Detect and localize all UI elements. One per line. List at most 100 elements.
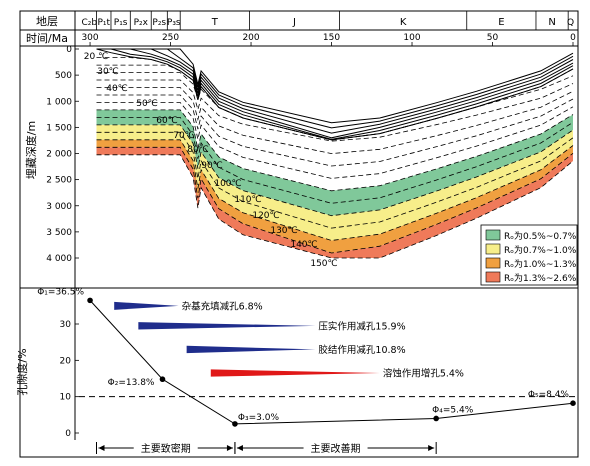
isotherm-label: 30℃: [97, 67, 119, 77]
time-tick-label: 200: [242, 33, 259, 43]
legend-label: Rₒ为0.5%~0.7%: [504, 230, 577, 242]
isotherm-label: 110℃: [234, 195, 261, 205]
period-label: 主要改善期: [311, 442, 361, 455]
legend-label: Rₒ为1.0%~1.3%: [504, 258, 577, 270]
legend-swatch: [485, 257, 501, 269]
depth-axis-title: 埋藏深度/m: [24, 121, 38, 179]
process-wedge: [186, 345, 316, 354]
isotherm-line: [96, 131, 574, 229]
isotherm-line: [96, 117, 574, 204]
isotherm-label: 60℃: [156, 116, 178, 126]
isotherm-label: 20 ℃: [84, 52, 108, 62]
period-label: P₁s: [114, 18, 128, 28]
porosity-point: [570, 400, 576, 407]
depth-tick-label: 3 000: [46, 202, 72, 212]
isotherm-label: 120℃: [252, 211, 279, 221]
porosity-point: [159, 376, 166, 383]
depth-tick-label: 4 000: [46, 254, 72, 264]
depth-tick-label: 2 500: [46, 176, 72, 186]
arrow-head: [98, 445, 105, 451]
period-label: 主要致密期: [141, 442, 191, 455]
stratum-label: 地层: [36, 15, 58, 28]
maturity-zones: [96, 109, 573, 258]
isotherm-line: [96, 154, 574, 259]
porosity-tick-label: 10: [60, 393, 72, 403]
isotherm-labels: 20 ℃ 30℃ 40℃ 50℃ 60℃ 70℃ 80℃ 90℃ 100℃ 110℃ 120℃ 130…: [84, 52, 338, 269]
evolution-periods: 主要致密期 主要改善期: [95, 442, 437, 455]
time-label: 时间/Ma: [26, 32, 68, 45]
time-tick-label: 100: [403, 33, 420, 43]
period-label: P₂x: [134, 18, 149, 28]
arrow-head: [236, 445, 243, 451]
depth-tick-label: 1 500: [46, 123, 72, 133]
depth-tick-label: 2 000: [46, 150, 72, 160]
burial-curve: [96, 48, 574, 124]
legend-label: Rₒ为1.3%~2.6%: [504, 272, 577, 284]
isotherm-line: [96, 87, 574, 155]
isotherm-label: 100℃: [214, 179, 241, 189]
arrow-head: [226, 445, 233, 451]
process-label: 胶结作用减孔10.8%: [318, 344, 405, 356]
stratigraphic-period-row: C₂b P₁t P₁s P₂x P₂s P₃s T J K E N Q: [81, 11, 574, 30]
porosity-point: [87, 297, 93, 304]
porosity-line: [89, 300, 574, 425]
porosity-tick-label: 0: [65, 429, 71, 439]
isotherm-line: [96, 109, 574, 192]
period-label: N: [548, 17, 555, 28]
porosity-curve: Φ₁=36.5% Φ₂=13.8% Φ₃=3.0% Φ₄=5.4% Φ₅=8.4%: [37, 287, 576, 427]
process-wedge: [210, 369, 380, 377]
isotherm-label: 140℃: [290, 240, 317, 250]
porosity-tick-label: 30: [60, 320, 72, 330]
porosity-axis-title: 孔隙度/%: [15, 348, 29, 395]
depth-axis: 0 500 1 000 1 500 2 000 2 500 3 000 3 500 4 000: [46, 45, 79, 288]
burial-curve: [96, 48, 574, 141]
burial-curve: [96, 48, 574, 139]
process-label: 溶蚀作用增孔5.4%: [383, 368, 464, 380]
period-label: Q: [567, 18, 574, 28]
time-tick-label: 50: [487, 33, 499, 43]
period-label: E: [498, 17, 504, 28]
process-wedge: [114, 301, 179, 310]
legend-label: Rₒ为0.7%~1.0%: [504, 244, 577, 256]
porosity-point: [433, 415, 439, 422]
period-label: T: [211, 17, 219, 28]
isotherm-label: 70℃: [173, 131, 195, 141]
isotherm-line: [96, 94, 574, 167]
isotherm-line: [96, 79, 574, 142]
figure-frame: [19, 10, 579, 458]
porosity-axis: 0 10 20 30: [60, 288, 578, 440]
porosity-evolution-chart: 0 10 20 30 孔隙度/% 杂基充填减孔6.8% 压实作用减孔15.9% 胶结作用减…: [15, 287, 578, 455]
porosity-point-label: Φ₁=36.5%: [37, 287, 84, 297]
time-axis: 300 250 200 150 100 50 0: [81, 33, 576, 46]
isotherm-label: 130℃: [270, 226, 297, 236]
process-label: 杂基充填减孔6.8%: [182, 300, 263, 312]
period-label: P₂s: [152, 18, 166, 28]
depth-tick-label: 500: [55, 71, 72, 81]
isotherm-label: 80℃: [187, 145, 209, 155]
maturity-legend: Rₒ为0.5%~0.7% Rₒ为0.7%~1.0% Rₒ为1.0%~1.3% Rₒ为1…: [480, 224, 578, 286]
isotherm-line: [96, 139, 574, 241]
period-label: P₁t: [97, 18, 110, 28]
porosity-point-label: Φ₃=3.0%: [238, 413, 280, 423]
isotherm-label: 90℃: [201, 161, 223, 171]
maturity-zone: [96, 124, 573, 241]
time-tick-label: 150: [323, 33, 340, 43]
isotherm-line: [96, 102, 574, 179]
depth-tick-label: 0: [66, 45, 72, 55]
isotherm-label: 150℃: [310, 259, 337, 269]
porosity-point: [232, 421, 238, 427]
period-label: C₂b: [81, 18, 97, 28]
period-label: K: [400, 17, 407, 28]
diagenesis-processes: 杂基充填减孔6.8% 压实作用减孔15.9% 胶结作用减孔10.8% 溶蚀作用增孔5.…: [114, 300, 464, 380]
process-label: 压实作用减孔15.9%: [318, 320, 405, 332]
arrow-head: [428, 445, 435, 451]
burial-curve: [96, 48, 574, 140]
depth-tick-label: 1 000: [46, 97, 72, 107]
porosity-point-label: Φ₄=5.4%: [432, 405, 474, 415]
maturity-zone: [96, 109, 573, 216]
porosity-point-label: Φ₅=8.4%: [528, 390, 570, 400]
time-tick-label: 0: [570, 33, 576, 43]
porosity-tick-label: 20: [60, 356, 72, 366]
isotherm-label: 50℃: [136, 99, 158, 109]
